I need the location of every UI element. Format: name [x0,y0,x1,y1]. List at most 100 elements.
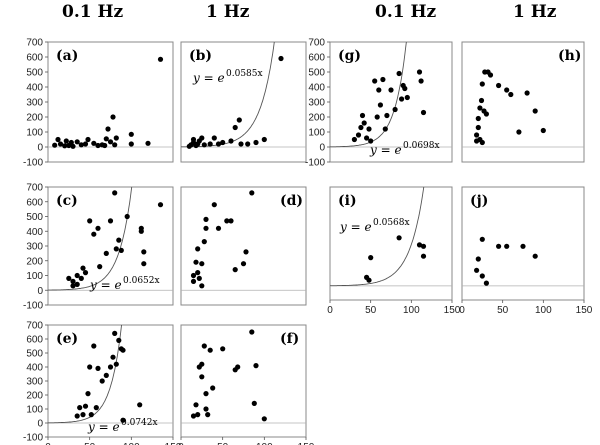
column-header-0-1hz-left: 0.1 Hz [62,2,124,22]
data-point [78,142,84,148]
y-tick-label: 700 [26,321,43,332]
data-point [63,138,69,144]
panel-frame-j [461,186,585,301]
data-point [195,246,201,252]
x-tick-label: 0 [327,305,333,316]
data-point [416,69,423,75]
data-point [420,243,427,249]
data-point [55,136,61,143]
data-point [137,402,143,408]
data-point [479,236,485,242]
data-point [418,78,424,84]
x-tick-label: 0 [178,442,184,445]
data-point [112,330,118,336]
x-tick-label: 150 [165,442,182,445]
equation-exponent-g: 0.0698x [403,141,440,151]
y-tick-label: 100 [26,405,43,416]
data-point [128,141,134,147]
data-point [416,242,423,248]
y-tick-label: 600 [26,335,43,346]
data-point [190,413,197,419]
data-point [112,142,118,148]
y-tick-label: -100 [23,301,43,312]
y-tick-label: 400 [308,83,325,94]
data-point [74,272,80,279]
data-point [112,190,118,196]
x-tick-label: 150 [444,305,461,316]
x-tick-label: 150 [576,305,593,316]
data-point [110,114,116,120]
y-tick-label: 700 [308,38,325,49]
data-point [215,225,222,231]
equation-label-g: y = e [369,143,402,157]
data-point [107,218,114,224]
data-point [243,249,249,255]
data-point [475,124,481,131]
data-point [278,55,284,62]
y-tick-label: 400 [26,363,43,374]
data-point [196,275,202,281]
x-tick-label: 0 [459,305,465,316]
data-point [82,403,89,409]
data-point [70,278,76,284]
equation-label-i: y = e [339,220,372,234]
data-point [261,416,267,422]
data-point [516,129,522,135]
y-tick-label: 600 [308,53,325,64]
data-point [220,139,226,146]
data-point [124,213,130,220]
data-point [420,109,427,116]
data-point [195,412,201,418]
data-point [201,343,207,349]
data-point [99,378,105,384]
data-point [474,132,480,138]
y-tick-label: 300 [308,98,325,109]
data-point [532,253,538,259]
data-point [207,347,213,353]
data-point [199,374,205,380]
equation-exponent-b: 0.0585x [226,69,263,79]
y-tick-label: 100 [308,128,325,139]
y-tick-label: 500 [26,68,43,79]
y-tick-label: 0 [37,286,43,297]
data-point [249,329,255,335]
data-point [128,131,134,137]
y-tick-label: 0 [37,419,43,430]
data-point [475,256,481,262]
data-point [475,115,481,122]
data-point [211,135,217,141]
data-point [74,413,80,419]
column-header-1hz-right: 1 Hz [513,2,557,22]
equation-label-b: y = e [192,71,225,85]
data-point [215,141,222,147]
panel-frame-f [180,324,307,438]
data-point [399,96,405,102]
data-point [478,97,485,104]
y-tick-label: 500 [308,68,325,79]
data-point [532,108,538,114]
y-tick-label: 200 [26,256,43,267]
y-tick-label: 200 [26,113,43,124]
data-point [358,124,364,131]
x-tick-label: 50 [84,442,96,445]
data-point [157,56,164,62]
y-tick-label: 400 [26,227,43,238]
data-point [113,135,119,141]
y-tick-label: 500 [26,212,43,223]
data-point [52,142,58,148]
data-point [261,136,267,143]
data-point [253,363,259,369]
data-point [205,412,211,418]
data-point [78,275,84,281]
panel-label-g: (g) [338,48,361,64]
data-point [103,136,109,142]
data-point [211,202,217,208]
x-tick-label: 50 [217,442,229,445]
data-point [80,412,86,418]
y-tick-label: 200 [26,391,43,402]
data-point [496,82,502,89]
y-tick-label: 0 [37,143,43,154]
panel-label-d: (d) [280,193,303,209]
data-point [201,142,207,148]
fit-curve-e [48,325,123,424]
